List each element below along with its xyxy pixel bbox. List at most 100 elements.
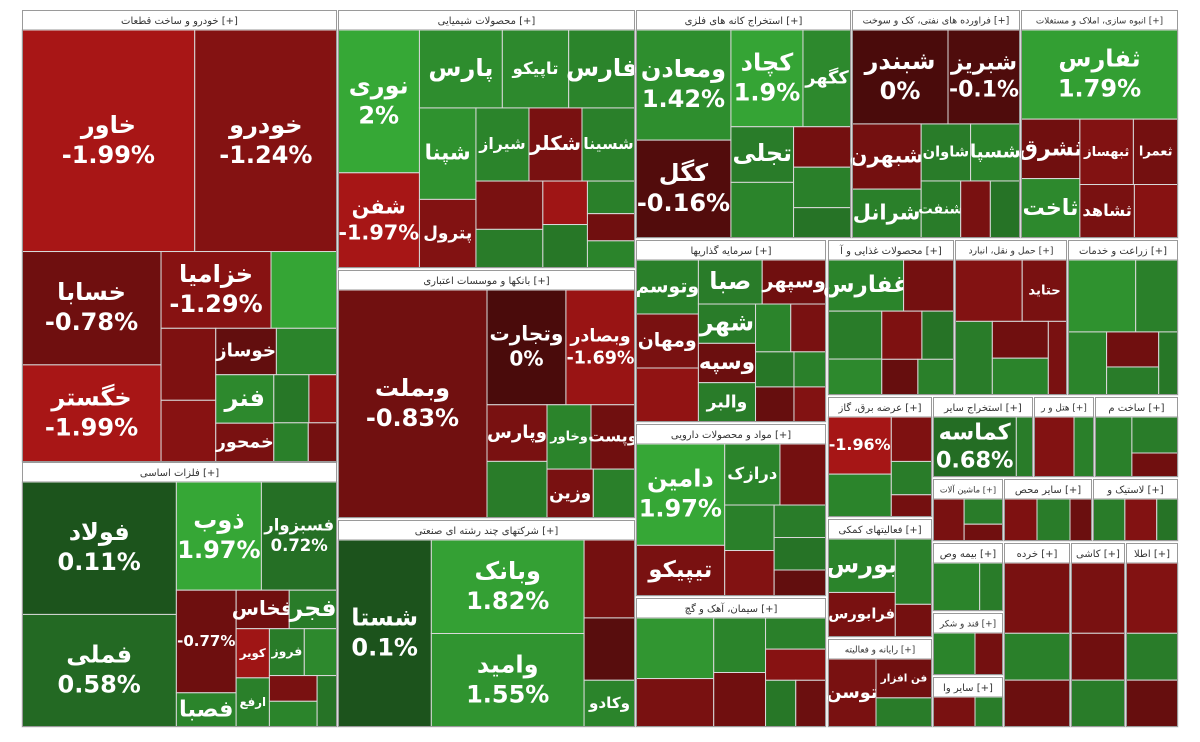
tile: [954, 259, 1023, 322]
sector-border: [636, 424, 826, 596]
tile: [586, 213, 636, 242]
tile-value: 2%: [358, 101, 399, 129]
tile-value: -1.99%: [45, 413, 138, 441]
tile: [586, 180, 636, 215]
tile-name: پترول: [423, 223, 472, 244]
tile: [1125, 562, 1179, 634]
tile-name: دامین: [647, 465, 714, 493]
tile: [724, 550, 775, 597]
tile-name: فصبا: [179, 696, 233, 722]
tile-name: وپارس: [487, 422, 547, 443]
tile: [1106, 366, 1160, 396]
tile: [765, 648, 827, 681]
tile-value: 0.11%: [58, 548, 141, 576]
tile-name: خگستر: [50, 383, 131, 411]
tile: [160, 251, 272, 329]
tile-value: 0.68%: [936, 448, 1014, 474]
tile: [1036, 498, 1071, 542]
tile: [337, 539, 432, 728]
tile-name: تجلی: [733, 139, 792, 167]
tile: [486, 404, 548, 462]
tile: [418, 198, 477, 269]
tile: [273, 422, 309, 463]
sector: لاستیک و [+]: [1092, 479, 1179, 542]
tile: [308, 374, 338, 424]
tile-value: -1.29%: [169, 290, 262, 318]
tile: [430, 633, 585, 728]
sector-title: خرده [+]: [1017, 549, 1058, 560]
sector-title: اطلا [+]: [1134, 549, 1170, 560]
sector: هتل و ر [+]: [1033, 397, 1095, 478]
tile: [730, 126, 795, 183]
tile: [635, 617, 715, 680]
tile-name: فجر: [289, 594, 337, 622]
sector-border: [933, 479, 1003, 541]
tile-name: وبانک: [474, 557, 541, 585]
tile-value: 1.42%: [642, 85, 725, 113]
tile: [475, 180, 544, 230]
sector-border: [1126, 543, 1178, 727]
tile: [920, 180, 962, 239]
tile: [568, 29, 636, 109]
tile-name: خزامیا: [179, 260, 253, 288]
tile: [779, 443, 827, 506]
sector-title: زراعت و خدمات [+]: [1079, 246, 1167, 257]
sector-title: استخراج سایر [+]: [943, 403, 1022, 414]
tile: [790, 303, 827, 353]
tile-name: غفارس: [823, 272, 909, 298]
tile: [270, 251, 338, 329]
tile-name: شپنا: [425, 140, 471, 165]
tile-name: ثبهساز: [1083, 145, 1129, 160]
tile: [921, 310, 955, 360]
tile: [724, 443, 781, 506]
tile-name: وکادو: [588, 694, 630, 712]
tile-name: وسپهر: [761, 270, 826, 293]
tile: [765, 617, 827, 650]
tile: [418, 107, 477, 200]
tile: [894, 538, 933, 605]
tile: [21, 613, 177, 728]
sector: فعالیتهای کمکی [+] بورس فرابورس: [826, 519, 933, 638]
tile-name: فملی: [66, 641, 132, 669]
tile: [1070, 562, 1126, 634]
tile: [793, 351, 827, 388]
tile-name: ثعمرا: [1139, 144, 1173, 159]
tile: [175, 589, 237, 694]
tile: [21, 251, 162, 366]
tile: [793, 126, 852, 168]
tile: [979, 562, 1004, 612]
tile-name: حتاید: [1028, 284, 1060, 299]
sector: خودرو و ساخت قطعات [+]خاور-1.99%خودرو-1.…: [21, 10, 338, 463]
tile-value: 1.82%: [466, 587, 549, 615]
tile-name: شکلر: [529, 132, 581, 155]
tile: [175, 481, 262, 591]
tile: [1156, 498, 1179, 542]
tile-name: ثشرق: [1018, 135, 1082, 161]
tile-value: -0.77%: [177, 632, 235, 650]
tile: [755, 303, 792, 353]
tile: [528, 107, 583, 182]
tile: [307, 422, 338, 463]
sector-title: فعالیتهای کمکی [+]: [838, 525, 921, 536]
tile-name: وبصادر: [569, 326, 630, 346]
tile: [894, 603, 933, 638]
tile-name: شیراز: [478, 134, 525, 153]
sector: سرمایه گذاریها [+] وتوسم ومهان صبا وسپهر شهر و…: [635, 240, 827, 423]
tile: [21, 29, 196, 253]
tile: [475, 228, 544, 269]
tile: [160, 327, 217, 401]
tile-name: وبملت: [375, 374, 450, 402]
tile-name: وپست: [588, 426, 638, 446]
sector-title: بیمه وص [+]: [940, 549, 997, 560]
sector-title: کاشی [+]: [1076, 549, 1120, 560]
tile-name: توسن: [826, 683, 877, 703]
tile-value: -0.1%: [949, 78, 1019, 103]
tile: [260, 481, 338, 591]
tile: [795, 679, 827, 728]
tile: [793, 207, 852, 239]
tile-name: کگهر: [804, 66, 849, 88]
tile: [1067, 259, 1137, 333]
